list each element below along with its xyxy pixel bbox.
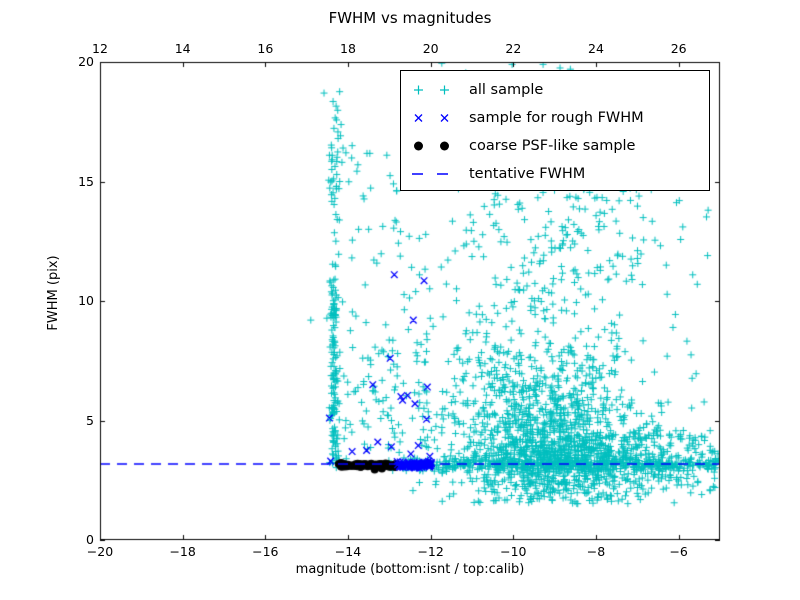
y-tick-label: 20 xyxy=(78,54,94,69)
legend-label: all sample xyxy=(469,82,544,98)
x-top-tick-label: 22 xyxy=(505,41,522,56)
legend-item-all-sample: all sample xyxy=(401,76,709,104)
y-tick-label: 15 xyxy=(78,173,94,189)
legend-item-coarse-psf-like-sample: coarse PSF-like sample xyxy=(401,132,709,160)
x-bottom-tick-label: −8 xyxy=(586,544,606,559)
legend-x-marker-icon xyxy=(410,110,456,126)
x-bottom-tick-label: −16 xyxy=(252,544,279,559)
x-top-tick-label: 24 xyxy=(588,41,604,56)
x-top-tick-label: 16 xyxy=(257,41,274,56)
x-axis-label: magnitude (bottom:isnt / top:calib) xyxy=(295,562,525,577)
x-top-tick-label: 14 xyxy=(174,41,191,56)
legend-plus-marker-icon xyxy=(410,82,456,98)
chart-title: FWHM vs magnitudes xyxy=(328,9,492,27)
y-tick-label: 0 xyxy=(86,532,94,547)
y-tick-label: 5 xyxy=(86,412,94,428)
y-tick-label: 10 xyxy=(78,293,94,308)
x-bottom-tick-label: −10 xyxy=(500,544,527,559)
legend-label: sample for rough FWHM xyxy=(469,110,644,126)
legend-label: tentative FWHM xyxy=(469,166,586,182)
x-bottom-tick-label: −20 xyxy=(86,544,114,559)
x-bottom-tick-label: −18 xyxy=(169,544,196,559)
x-top-tick-label: 18 xyxy=(340,41,356,56)
x-bottom-tick-label: −12 xyxy=(417,544,444,559)
legend-dash-marker-icon xyxy=(410,166,456,182)
x-top-tick-label: 20 xyxy=(422,41,439,56)
legend-dot-marker-icon xyxy=(410,138,456,154)
x-top-tick-label: 12 xyxy=(92,41,108,56)
legend: all sample sample for rough FWHM coarse PS… xyxy=(400,70,710,191)
legend-item-sample-for-rough-fwhm: sample for rough FWHM xyxy=(401,104,709,132)
legend-label: coarse PSF-like sample xyxy=(469,138,636,154)
legend-item-tentative-fwhm: tentative FWHM xyxy=(401,160,709,188)
x-bottom-tick-label: −14 xyxy=(334,544,362,559)
x-bottom-tick-label: −6 xyxy=(669,544,688,559)
x-top-tick-label: 26 xyxy=(670,41,687,56)
